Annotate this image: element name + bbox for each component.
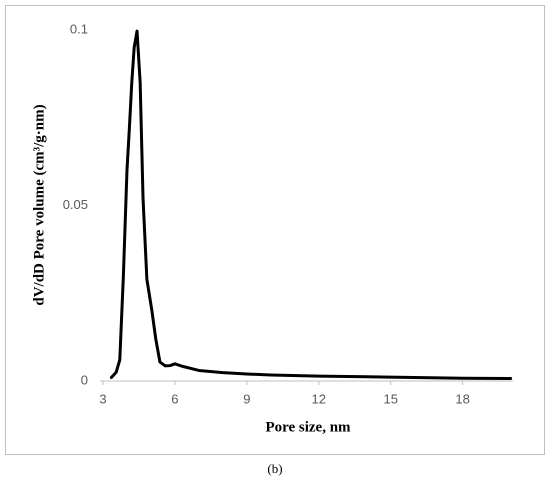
x-axis-title: Pore size, nm bbox=[265, 419, 351, 435]
y-axis-title: dV/dD Pore volume (cm³/g·nm) bbox=[31, 104, 47, 305]
y-tick-label: 0 bbox=[81, 372, 88, 387]
x-tick-label: 15 bbox=[383, 391, 397, 406]
x-tick-label: 18 bbox=[455, 391, 469, 406]
data-line bbox=[109, 29, 513, 381]
caption: (b) bbox=[267, 461, 282, 476]
y-tick-label: 0.05 bbox=[63, 197, 88, 212]
x-tick-label: 12 bbox=[312, 391, 326, 406]
x-tick-label: 9 bbox=[243, 391, 250, 406]
x-tick-label: 6 bbox=[171, 391, 178, 406]
y-tick-label: 0.1 bbox=[70, 21, 88, 36]
x-tick-label: 3 bbox=[99, 391, 106, 406]
chart-border bbox=[5, 5, 545, 455]
